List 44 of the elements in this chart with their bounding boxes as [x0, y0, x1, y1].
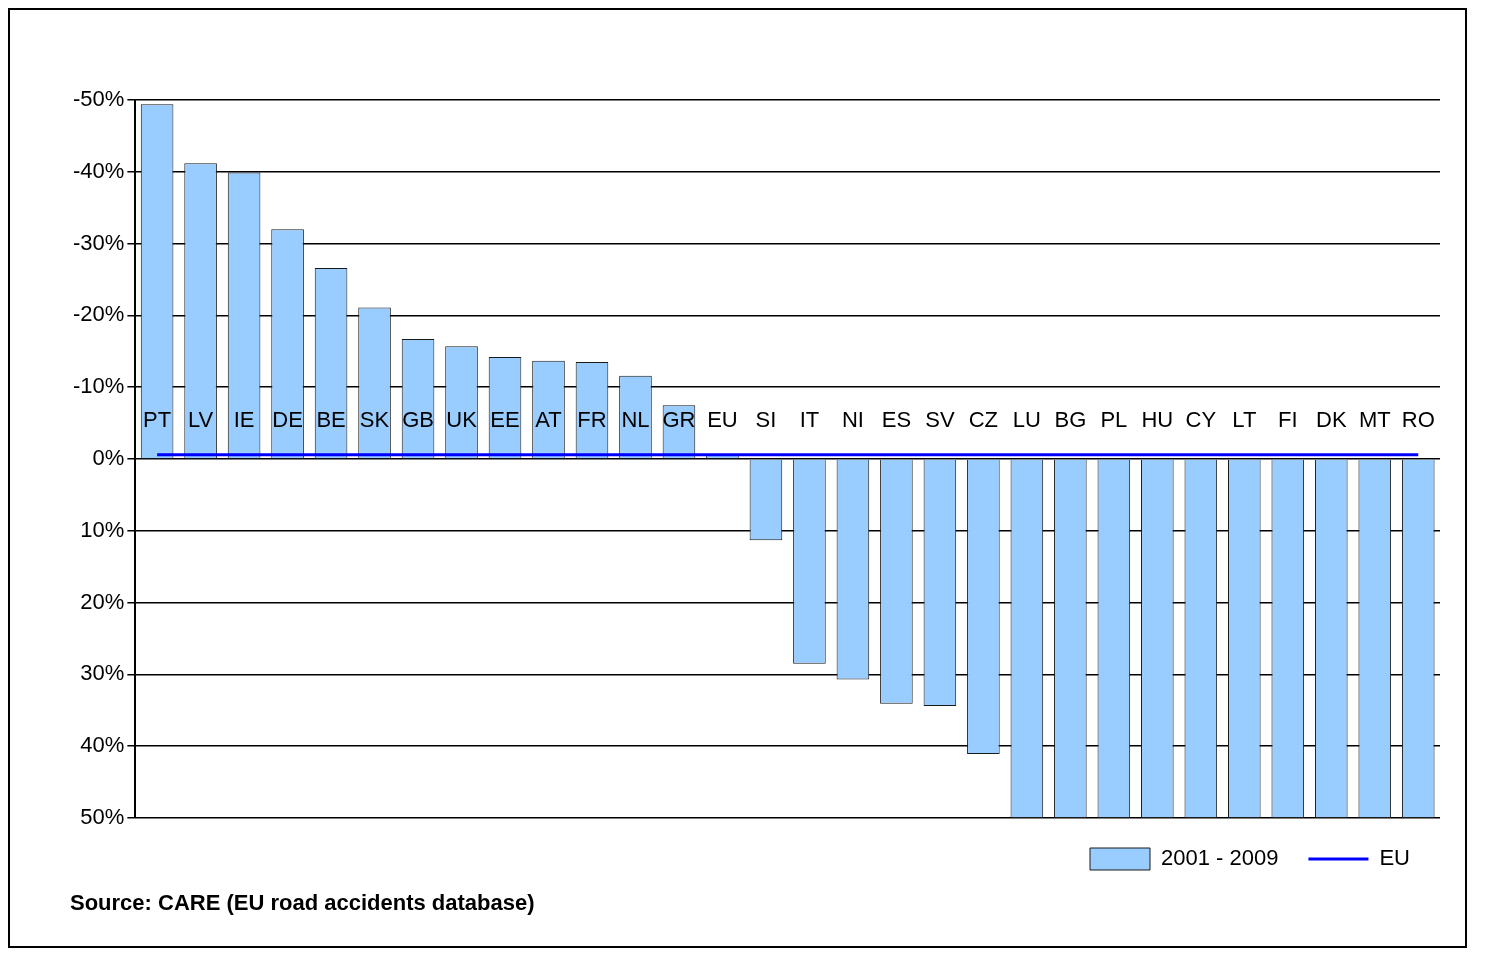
y-tick-label: -20% — [73, 301, 125, 327]
x-tick-label: GB — [402, 407, 434, 433]
x-tick-label: UK — [446, 407, 478, 433]
x-tick-label: PT — [143, 407, 172, 433]
x-tick-label: IT — [799, 407, 820, 433]
x-tick-label: FR — [577, 407, 607, 433]
x-tick-label: BE — [316, 407, 346, 433]
y-tick-label: -10% — [73, 373, 125, 399]
x-tick-label: AT — [535, 407, 562, 433]
x-tick-label: MT — [1358, 407, 1391, 433]
y-tick-label: -40% — [73, 157, 125, 183]
x-tick-label: CZ — [968, 407, 999, 433]
x-tick-label: NI — [841, 407, 864, 433]
x-tick-label: HU — [1141, 407, 1174, 433]
x-tick-label: DE — [272, 407, 303, 433]
y-tick-label: -50% — [73, 86, 125, 112]
y-tick-label: 0% — [92, 445, 125, 471]
x-tick-label: EU — [707, 407, 738, 433]
x-tick-label: EE — [490, 407, 520, 433]
y-tick-label: 30% — [80, 660, 125, 686]
legend-label: EU — [1379, 845, 1410, 871]
x-tick-label: FI — [1278, 407, 1298, 433]
x-tick-label: NL — [621, 407, 650, 433]
y-tick-label: 20% — [80, 588, 125, 614]
x-tick-label: ES — [881, 407, 912, 433]
x-tick-label: DK — [1316, 407, 1347, 433]
x-tick-label: LV — [187, 407, 214, 433]
y-tick-label: 40% — [80, 732, 125, 758]
x-tick-label: SI — [755, 407, 777, 433]
x-tick-label: PL — [1100, 407, 1128, 433]
source-note: Source: CARE (EU road accidents database) — [69, 890, 536, 917]
x-tick-label: CY — [1185, 407, 1217, 433]
x-tick-label: SK — [359, 407, 390, 433]
x-tick-label: SV — [925, 407, 955, 433]
x-tick-label: LT — [1232, 407, 1257, 433]
y-tick-label: 50% — [80, 804, 125, 830]
x-tick-label: IE — [233, 407, 255, 433]
y-tick-label: 10% — [80, 516, 125, 542]
x-tick-label: BG — [1054, 407, 1087, 433]
legend-label: 2001 - 2009 — [1161, 845, 1279, 871]
x-tick-label: RO — [1401, 407, 1435, 433]
x-tick-label: GR — [662, 407, 696, 433]
x-tick-label: LU — [1012, 407, 1041, 433]
y-tick-label: -30% — [73, 229, 125, 255]
